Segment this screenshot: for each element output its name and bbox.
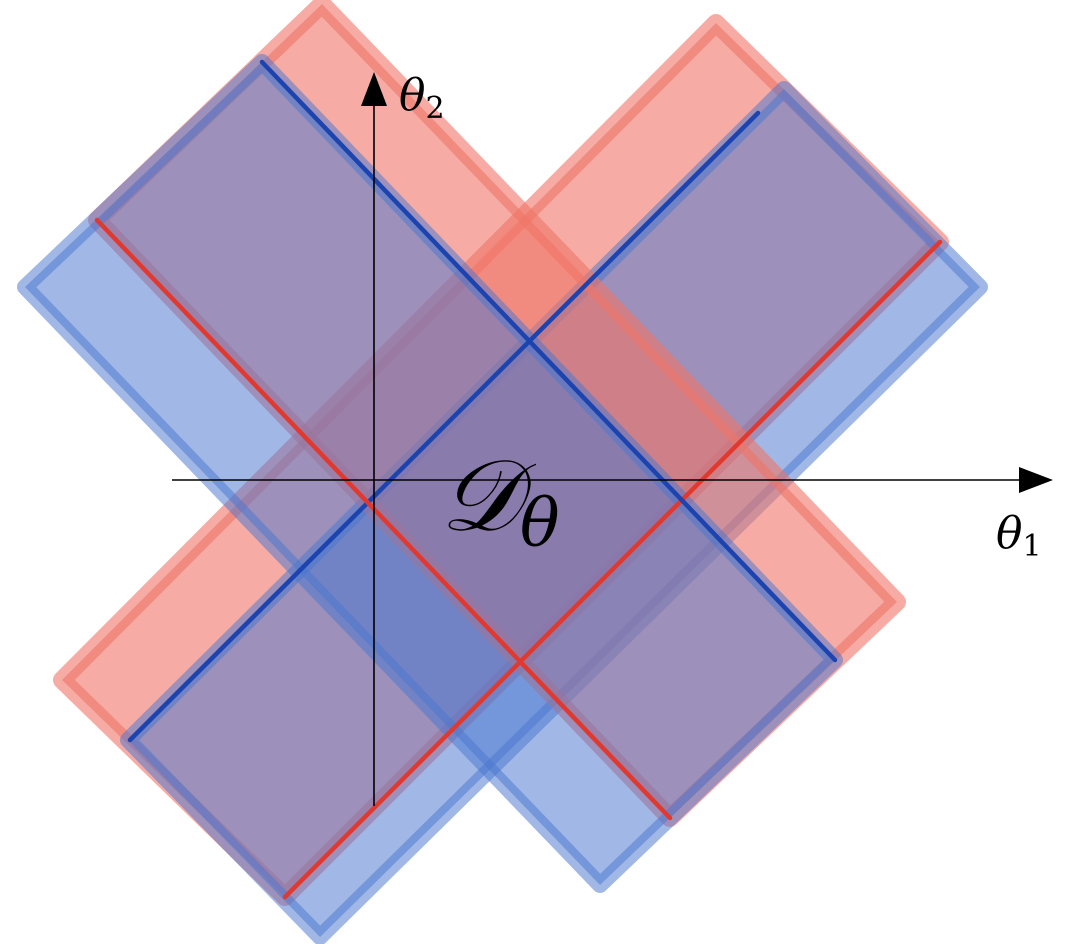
y-axis-label: θ2 (399, 70, 445, 126)
y-axis-label-subscript: 2 (426, 91, 445, 126)
red-line-descending (94, 217, 673, 821)
blue-line-descending (259, 59, 838, 663)
coordinate-axes (172, 72, 1053, 806)
blue-line-ascending (127, 110, 761, 743)
x-axis-label-symbol: θ (996, 508, 1023, 559)
x-axis-arrowhead (1019, 467, 1053, 493)
region-label-subscript: θ (520, 485, 560, 562)
red-line-ascending (282, 239, 943, 900)
y-axis-label-symbol: θ (399, 70, 426, 121)
x-axis-label-subscript: 1 (1023, 529, 1042, 564)
y-axis-arrowhead (361, 72, 387, 106)
boundary-lines (94, 59, 943, 900)
x-axis-label: θ1 (996, 508, 1042, 564)
